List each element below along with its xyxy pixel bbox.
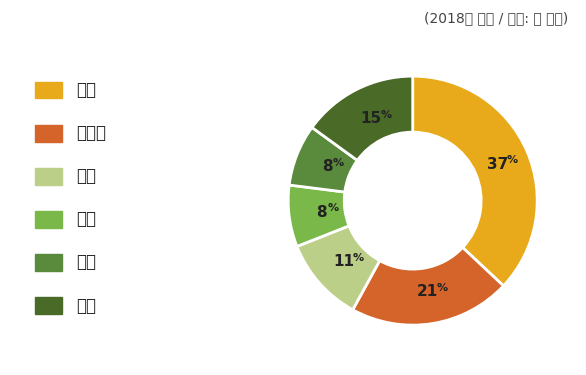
Text: 백합: 백합 bbox=[76, 81, 96, 99]
Text: 국화: 국화 bbox=[76, 254, 96, 272]
Text: 선인장: 선인장 bbox=[76, 124, 106, 142]
Text: 8: 8 bbox=[316, 205, 326, 220]
Wedge shape bbox=[297, 226, 380, 310]
Text: 8: 8 bbox=[322, 159, 332, 174]
Text: %: % bbox=[506, 155, 517, 165]
Text: 21: 21 bbox=[417, 284, 438, 299]
Text: %: % bbox=[380, 110, 391, 120]
Text: 장미: 장미 bbox=[76, 210, 96, 228]
Text: %: % bbox=[327, 203, 338, 213]
Wedge shape bbox=[288, 185, 349, 246]
Text: 기타: 기타 bbox=[76, 297, 96, 315]
Text: 난초: 난초 bbox=[76, 167, 96, 185]
Wedge shape bbox=[312, 76, 413, 160]
Text: %: % bbox=[437, 283, 448, 293]
Text: 11: 11 bbox=[333, 254, 354, 269]
Text: %: % bbox=[353, 253, 364, 263]
Wedge shape bbox=[413, 76, 537, 286]
Text: 15: 15 bbox=[360, 111, 381, 126]
Text: (2018년 기준 / 단위: 염 달러): (2018년 기준 / 단위: 염 달러) bbox=[424, 11, 568, 25]
Text: 37: 37 bbox=[486, 156, 508, 171]
Wedge shape bbox=[353, 248, 503, 325]
Wedge shape bbox=[289, 128, 357, 192]
Text: %: % bbox=[333, 158, 344, 168]
